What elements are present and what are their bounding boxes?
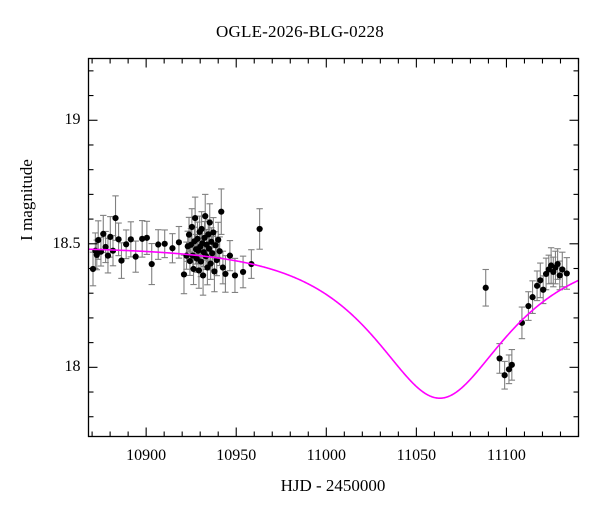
data-point [239,268,247,276]
data-point [161,240,168,247]
data-point [226,252,234,259]
data-point [556,272,563,279]
data-point [501,372,508,379]
x-axis-label: HJD - 2450000 [280,476,386,495]
data-point [216,248,223,255]
data-point [198,225,205,233]
data-point [143,234,150,241]
data-point [525,302,532,310]
data-point [112,215,119,222]
data-point [207,260,214,267]
data-point [175,239,183,246]
data-point [185,231,193,238]
data-point [104,252,112,259]
data-point [148,260,155,268]
data-point [194,235,201,242]
data-point [482,284,489,291]
data-marker-group [89,208,570,379]
data-point [542,270,550,278]
data-point [127,236,134,243]
data-point [118,257,125,264]
data-point [107,233,114,240]
data-point [206,219,213,226]
data-point [199,272,207,279]
data-point [197,258,205,265]
data-point [155,241,162,248]
data-point [211,268,218,275]
data-point [537,277,544,284]
x-tick-label: 11100 [487,446,526,464]
x-tick-label: 10900 [126,446,167,464]
data-point [205,231,212,238]
y-axis-label: I magnitude [17,159,36,241]
data-point [190,265,197,273]
data-point [188,223,196,231]
x-tick-label: 11000 [306,446,346,464]
data-point [559,266,566,273]
data-point [529,294,536,301]
page-title: OGLE-2026-BLG-0228 [216,22,384,41]
data-point [202,213,209,220]
data-point [102,243,109,251]
data-point [554,260,561,268]
data-point [139,235,146,242]
x-tick-label: 11050 [396,446,437,464]
data-point [508,361,515,368]
data-point [115,236,122,243]
data-point [95,236,102,244]
data-point [533,282,541,289]
data-point [540,286,547,293]
data-point [169,245,176,252]
data-point [180,271,188,278]
data-point [192,215,199,222]
data-point [210,229,217,236]
data-point [215,236,222,243]
x-tick-label: 10950 [216,446,257,464]
y-tick-label: 18 [64,358,81,376]
data-point [132,253,139,260]
data-point [218,208,225,215]
data-point [219,264,226,271]
data-point [231,272,239,279]
data-point [222,270,229,278]
data-point [212,242,219,249]
data-point [563,270,570,277]
y-tick-label: 18.5 [52,234,81,252]
data-point [256,225,263,233]
model-curve [88,248,579,400]
data-point [123,241,130,248]
data-point [209,250,216,257]
data-point [195,267,203,274]
data-point [505,366,513,373]
data-point [186,257,194,265]
data-point [100,230,107,238]
data-point [496,355,503,362]
data-point [208,238,215,245]
axes-frame [87,57,580,438]
y-tick-label: 19 [64,111,81,129]
data-point [205,245,213,252]
